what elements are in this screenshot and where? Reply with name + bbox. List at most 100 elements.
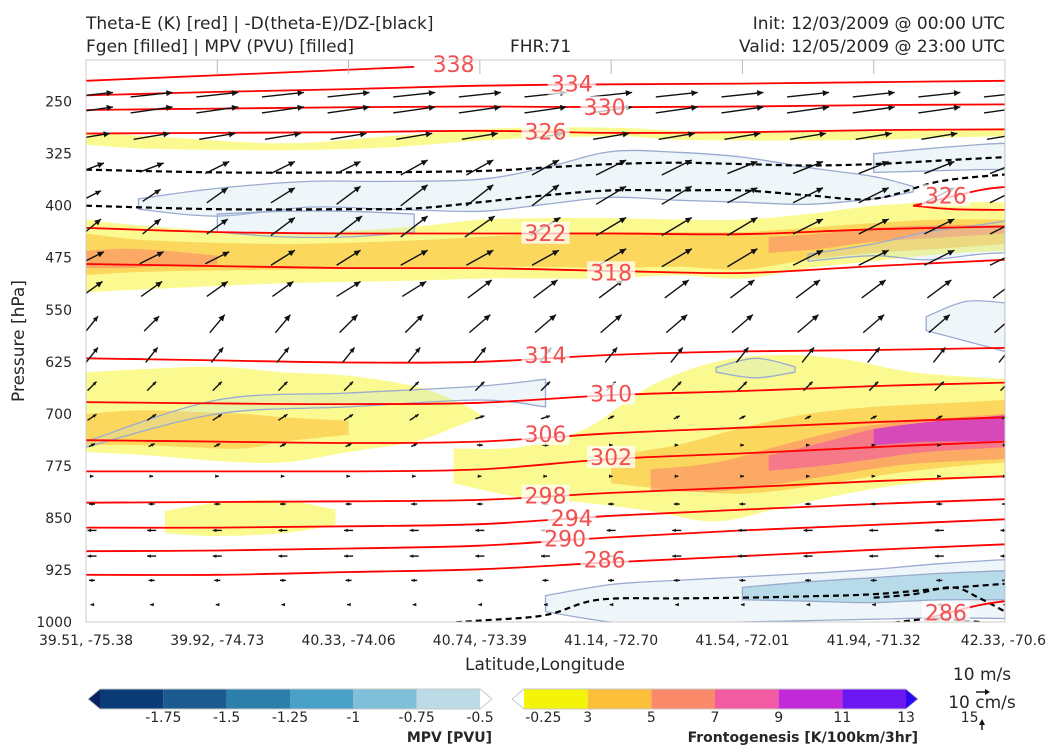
wind-vector	[665, 314, 688, 334]
wind-vector	[805, 474, 810, 479]
frontogenesis-colorbar-tick-label: 7	[711, 710, 720, 726]
y-tick-label: 550	[45, 303, 72, 319]
wind-vector	[805, 502, 812, 506]
wind-vector	[721, 90, 764, 98]
wind-vector	[855, 131, 892, 141]
wind-vector	[278, 413, 288, 421]
wind-vector	[797, 314, 820, 334]
mpv-region	[216, 210, 415, 239]
theta-e-label: 302	[590, 446, 632, 471]
wind-vector	[210, 346, 224, 363]
y-tick-label: 775	[45, 459, 72, 475]
wind-vector	[212, 554, 222, 558]
wind-vector	[531, 249, 560, 266]
frontogenesis-colorbar-tick-label: 11	[833, 710, 851, 726]
wind-vector	[139, 162, 164, 173]
wind-vector	[672, 554, 682, 558]
wind-vector	[661, 248, 693, 268]
wind-vector	[214, 502, 221, 506]
wind-vector	[989, 166, 1005, 175]
mpv-colorbar-tick-label: -1	[346, 710, 360, 726]
header-line1-left: Theta-E (K) [red] | -D(theta-E)/DZ-[blac…	[86, 14, 434, 34]
wind-vector	[721, 104, 764, 114]
wind-vector	[1002, 502, 1005, 506]
wind-vector	[393, 90, 436, 98]
wind-vector	[661, 216, 693, 237]
wind-vector	[792, 249, 824, 266]
wind-vector	[540, 415, 551, 420]
wind-vector	[739, 415, 746, 420]
mpv-colorbar-tick-label: -1.5	[213, 710, 240, 726]
wind-vector	[674, 443, 679, 447]
frontogenesis-colorbar-tick-label: 13	[897, 710, 915, 726]
wind-vector	[869, 528, 879, 533]
theta-e-label: 338	[433, 53, 475, 78]
mpv-region	[925, 300, 1005, 353]
mpv-colorbar-swatch	[226, 689, 290, 709]
wind-vector	[803, 554, 813, 558]
wind-vector	[872, 602, 876, 607]
wind-vector	[730, 279, 755, 299]
wind-vector	[740, 443, 744, 447]
wind-vector	[983, 109, 1005, 114]
frontogenesis-region	[873, 415, 1005, 446]
wind-vector	[727, 216, 758, 237]
mpv-region	[873, 142, 1005, 174]
wind-vector	[465, 184, 494, 207]
wind-vector	[731, 314, 754, 334]
wind-vector	[400, 215, 429, 238]
wind-vector	[924, 218, 955, 235]
wind-vector	[270, 160, 296, 175]
wind-vector	[600, 314, 623, 334]
wind-vector	[531, 159, 560, 176]
wind-vector	[674, 474, 679, 479]
mpv-colorbar-tick-label: -1.25	[272, 710, 308, 726]
mpv-colorbar-swatch	[480, 689, 492, 709]
wind-vector	[130, 90, 173, 98]
theta-e-contour	[913, 204, 1005, 211]
wind-vector	[852, 104, 895, 114]
header-fhr: FHR:71	[510, 37, 572, 57]
wind-vector	[404, 314, 424, 334]
wind-vector	[986, 135, 1005, 141]
wind-vector	[739, 578, 746, 583]
wind-vector	[409, 413, 420, 421]
wind-vector	[142, 218, 162, 235]
wind-vector	[739, 502, 746, 506]
wind-vector	[533, 279, 558, 299]
wind-vector	[458, 104, 501, 114]
wind-vector	[336, 280, 361, 298]
theta-e-label-bg	[580, 96, 629, 119]
wind-vector	[343, 381, 354, 392]
wind-vector	[411, 578, 418, 583]
wind-vector	[327, 104, 370, 114]
wind-vector	[147, 554, 157, 558]
wind-vector	[983, 93, 1005, 98]
wind-vector	[989, 256, 1005, 266]
wind-vector	[281, 602, 286, 607]
wind-vector	[921, 131, 958, 141]
wind-vector	[852, 90, 895, 98]
wind-vector	[608, 502, 615, 506]
wind-vector	[270, 187, 296, 204]
wind-vector	[400, 184, 429, 207]
wind-vector	[727, 248, 758, 268]
wind-vector	[86, 90, 114, 97]
wind-vector	[345, 502, 352, 506]
wind-vector	[270, 216, 296, 237]
mpv-colorbar-swatch	[163, 689, 227, 709]
mpv-colorbar-tick-label: -0.75	[399, 710, 435, 726]
wind-vector	[870, 415, 878, 420]
wind-vector	[937, 474, 941, 479]
wind-vector	[214, 578, 221, 583]
theta-e-label-bg	[521, 343, 570, 366]
wind-vector	[795, 279, 821, 299]
wind-vector	[870, 578, 877, 583]
mpv-colorbar-swatch	[100, 689, 164, 709]
wind-vector	[148, 578, 155, 583]
frontogenesis-colorbar-title: Frontogenesis [K/100km/3hr]	[688, 730, 918, 746]
wind-vector	[735, 346, 749, 363]
y-tick-label: 700	[45, 407, 72, 423]
wind-vector	[279, 578, 286, 583]
wind-vector	[274, 314, 291, 334]
